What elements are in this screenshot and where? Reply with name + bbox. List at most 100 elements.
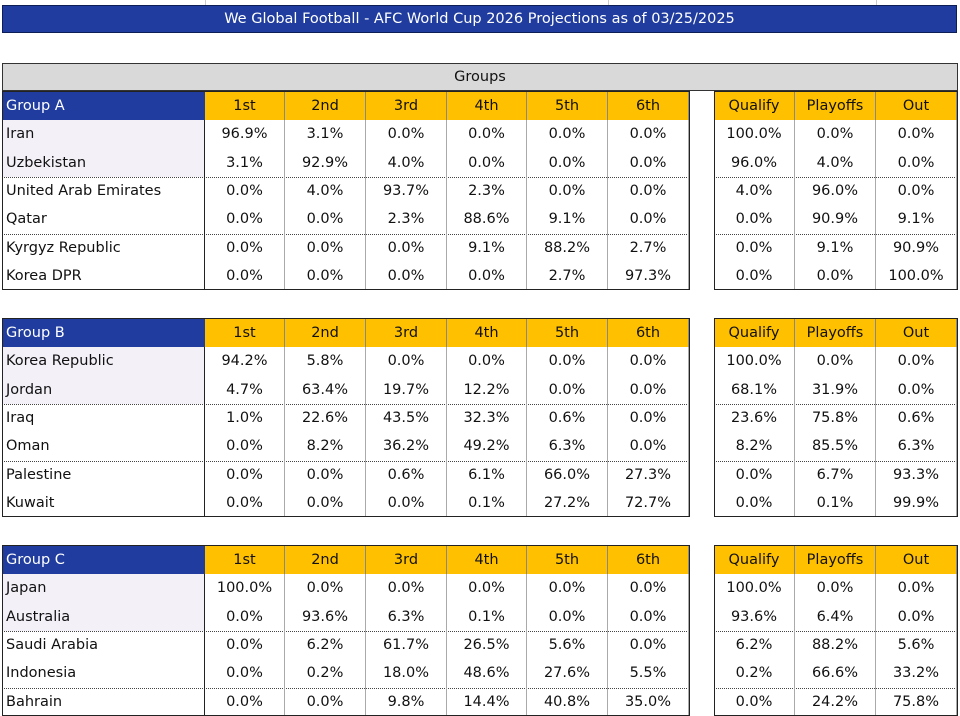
- position-probability: 0.0%: [608, 403, 689, 433]
- row-separator: [714, 687, 957, 689]
- team-name: Uzbekistan: [2, 148, 205, 177]
- team-name: Qatar: [2, 205, 205, 234]
- team-name: Kuwait: [2, 489, 205, 518]
- position-probability: 0.0%: [447, 120, 527, 149]
- outcome-probability: 90.9%: [795, 205, 876, 234]
- position-probability: 0.0%: [608, 120, 689, 149]
- outcome-probability: 66.6%: [795, 659, 876, 688]
- column-header: 3rd: [366, 318, 447, 347]
- row-separator: [2, 460, 689, 462]
- team-name: Bahrain: [2, 687, 205, 716]
- position-probability: 61.7%: [366, 630, 447, 660]
- column-header: 4th: [447, 318, 527, 347]
- position-probability: 0.0%: [205, 205, 285, 234]
- outcome-probability: 9.1%: [795, 233, 876, 262]
- team-name: Saudi Arabia: [2, 630, 205, 660]
- position-probability: 1.0%: [205, 403, 285, 433]
- column-header: 5th: [527, 318, 608, 347]
- position-probability: 40.8%: [527, 687, 608, 716]
- outcome-probability: 0.0%: [876, 148, 957, 177]
- position-probability: 0.0%: [527, 375, 608, 404]
- position-probability: 96.9%: [205, 120, 285, 149]
- column-header: 5th: [527, 91, 608, 120]
- outcome-probability: 0.0%: [876, 120, 957, 149]
- position-probability: 3.1%: [285, 120, 366, 149]
- team-name: Kyrgyz Republic: [2, 233, 205, 262]
- position-probability: 100.0%: [205, 574, 285, 603]
- position-probability: 0.0%: [285, 262, 366, 291]
- outcome-probability: 5.6%: [876, 630, 957, 660]
- position-probability: 6.2%: [285, 630, 366, 660]
- position-probability: 43.5%: [366, 403, 447, 433]
- column-header: 1st: [205, 91, 285, 120]
- position-probability: 2.7%: [527, 262, 608, 291]
- position-probability: 0.0%: [608, 176, 689, 206]
- outcome-probability: 99.9%: [876, 489, 957, 518]
- team-name: Iran: [2, 120, 205, 149]
- outcome-probability: 0.0%: [876, 347, 957, 376]
- row-separator: [2, 176, 689, 178]
- position-probability: 9.1%: [447, 233, 527, 262]
- column-header: Playoffs: [795, 91, 876, 120]
- position-probability: 0.0%: [205, 460, 285, 489]
- column-header: Qualify: [714, 318, 795, 347]
- position-probability: 0.6%: [527, 403, 608, 433]
- row-separator: [2, 233, 689, 235]
- outcome-probability: 68.1%: [714, 375, 795, 404]
- outcome-probability: 93.6%: [714, 602, 795, 631]
- column-header: 2nd: [285, 545, 366, 574]
- position-probability: 0.0%: [366, 489, 447, 518]
- outcome-probability: 0.6%: [876, 403, 957, 433]
- outcome-probability: 96.0%: [795, 176, 876, 206]
- outcome-probability: 100.0%: [714, 574, 795, 603]
- outcome-probability: 88.2%: [795, 630, 876, 660]
- position-probability: 5.8%: [285, 347, 366, 376]
- position-probability: 2.3%: [447, 176, 527, 206]
- outcome-probability: 75.8%: [795, 403, 876, 433]
- position-probability: 12.2%: [447, 375, 527, 404]
- outcome-probability: 0.0%: [876, 176, 957, 206]
- position-probability: 2.3%: [366, 205, 447, 234]
- column-header: 4th: [447, 545, 527, 574]
- outcome-probability: 0.0%: [876, 602, 957, 631]
- position-probability: 0.0%: [447, 148, 527, 177]
- outcome-probability: 96.0%: [714, 148, 795, 177]
- position-probability: 88.2%: [527, 233, 608, 262]
- position-probability: 0.0%: [205, 659, 285, 688]
- position-probability: 0.0%: [205, 602, 285, 631]
- position-probability: 0.6%: [366, 460, 447, 489]
- outcome-probability: 6.7%: [795, 460, 876, 489]
- position-probability: 0.0%: [608, 432, 689, 461]
- outcome-probability: 6.4%: [795, 602, 876, 631]
- column-header: 2nd: [285, 318, 366, 347]
- position-probability: 6.1%: [447, 460, 527, 489]
- outcome-probability: 90.9%: [876, 233, 957, 262]
- position-probability: 0.0%: [366, 262, 447, 291]
- column-header: 2nd: [285, 91, 366, 120]
- team-name: Korea Republic: [2, 347, 205, 376]
- group-name: Group B: [2, 318, 205, 347]
- position-probability: 0.0%: [285, 574, 366, 603]
- position-probability: 2.7%: [608, 233, 689, 262]
- position-probability: 3.1%: [205, 148, 285, 177]
- position-probability: 0.2%: [285, 659, 366, 688]
- position-probability: 97.3%: [608, 262, 689, 291]
- outcome-probability: 0.0%: [714, 233, 795, 262]
- position-probability: 49.2%: [447, 432, 527, 461]
- outcome-probability: 0.0%: [876, 375, 957, 404]
- position-probability: 0.0%: [285, 233, 366, 262]
- column-header: 1st: [205, 545, 285, 574]
- outcome-probability: 24.2%: [795, 687, 876, 716]
- column-header: 6th: [608, 318, 689, 347]
- team-name: Indonesia: [2, 659, 205, 688]
- position-probability: 22.6%: [285, 403, 366, 433]
- team-name: Australia: [2, 602, 205, 631]
- position-probability: 0.0%: [608, 205, 689, 234]
- column-header: Qualify: [714, 545, 795, 574]
- position-probability: 0.0%: [366, 120, 447, 149]
- column-header: 3rd: [366, 545, 447, 574]
- position-probability: 27.3%: [608, 460, 689, 489]
- outcome-probability: 4.0%: [795, 148, 876, 177]
- position-probability: 0.0%: [366, 233, 447, 262]
